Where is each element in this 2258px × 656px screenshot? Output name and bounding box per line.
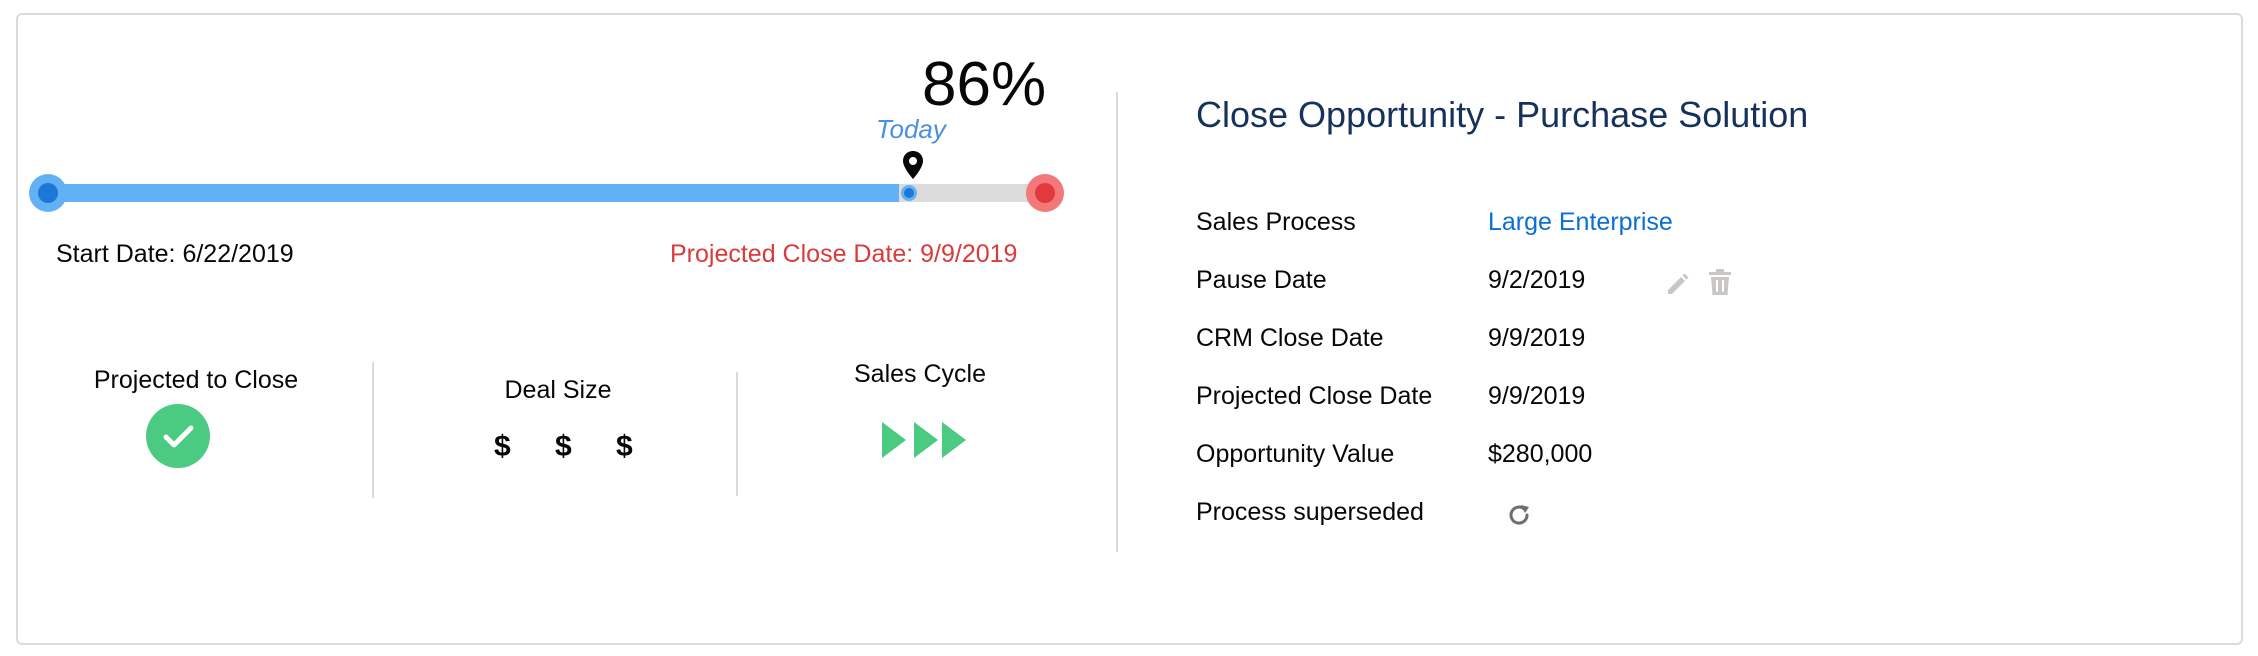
stat-divider xyxy=(736,372,738,496)
section-divider xyxy=(1116,92,1118,552)
projected-to-close-label: Projected to Close xyxy=(93,366,299,394)
opportunity-value: $280,000 xyxy=(1488,440,1593,468)
crm-close-date-value: 9/9/2019 xyxy=(1488,324,1586,352)
today-label: Today xyxy=(876,114,946,144)
timeline-end-marker xyxy=(1026,174,1064,212)
deal-size-value: $ $ $ xyxy=(494,430,651,463)
triple-play-arrows-icon xyxy=(882,422,966,458)
timeline-start-marker xyxy=(29,174,67,212)
sales-process-label: Sales Process xyxy=(1196,208,1356,236)
sales-cycle-label: Sales Cycle xyxy=(854,360,986,388)
pause-date-label: Pause Date xyxy=(1196,266,1327,294)
opportunity-value-label: Opportunity Value xyxy=(1196,440,1395,468)
process-superseded-label: Process superseded xyxy=(1196,498,1424,526)
stage-title: Close Opportunity - Purchase Solution xyxy=(1196,94,1809,135)
refresh-icon[interactable] xyxy=(1506,502,1532,528)
trash-icon[interactable] xyxy=(1708,268,1732,296)
pause-date-value: 9/2/2019 xyxy=(1488,266,1586,294)
sales-process-link[interactable]: Large Enterprise xyxy=(1488,208,1673,236)
crm-close-date-label: CRM Close Date xyxy=(1196,324,1384,352)
deal-size-label: Deal Size xyxy=(504,376,612,404)
start-date-label: Start Date: 6/22/2019 xyxy=(56,240,294,268)
projected-close-date-value: 9/9/2019 xyxy=(1488,382,1586,410)
opportunity-card xyxy=(16,13,2243,645)
map-pin-icon xyxy=(903,151,923,179)
check-icon xyxy=(146,404,210,468)
progress-percent: 86% xyxy=(922,50,1047,119)
pencil-icon[interactable] xyxy=(1664,270,1690,296)
timeline-today-marker xyxy=(901,185,917,201)
projected-close-date-label: Projected Close Date: 9/9/2019 xyxy=(670,240,1018,268)
timeline-progress-fill xyxy=(48,184,899,202)
projected-close-date-row-label: Projected Close Date xyxy=(1196,382,1433,410)
stat-divider xyxy=(372,362,374,498)
